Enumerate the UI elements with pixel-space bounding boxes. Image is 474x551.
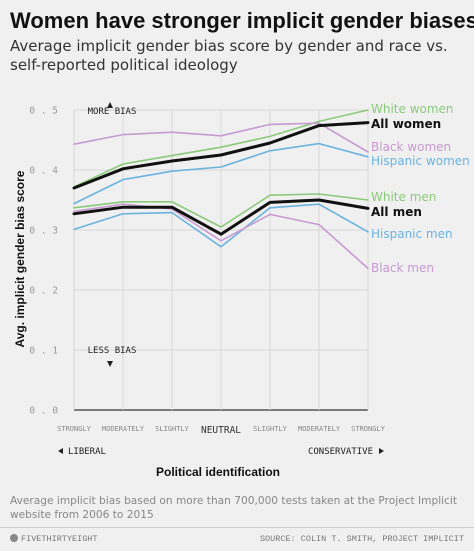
y-tick-label: 0 . 1 — [29, 346, 58, 357]
x-tick-label: NEUTRAL — [201, 425, 241, 436]
brand-name: FIVETHIRTYEIGHT — [21, 534, 98, 544]
x-tick-label: SLIGHTLY — [253, 425, 288, 433]
series-line-black-women — [73, 122, 369, 153]
series-label-hispanic-women: Hispanic women — [371, 154, 470, 168]
series-label-white-men: White men — [371, 190, 436, 204]
x-tick-label: SLIGHTLY — [155, 425, 190, 433]
x-tick-label: STRONGLY — [351, 425, 386, 433]
liberal-label: LIBERAL — [68, 447, 106, 457]
x-tick-label: MODERATELY — [102, 425, 145, 433]
right-arrow-icon — [379, 448, 384, 454]
y-tick-label: 0 . 2 — [29, 286, 58, 297]
line-chart: 0 . 5 0 . 4 0 . 3 0 . 2 0 . 1 0 . 0 STRONGLY M… — [13, 102, 470, 479]
series-label-all-women: All women — [371, 117, 441, 131]
less-bias-label: LESS BIAS — [88, 346, 137, 356]
series-line-hispanic-women — [73, 142, 369, 205]
y-tick-label: 0 . 0 — [29, 406, 58, 417]
x-tick-label: STRONGLY — [57, 425, 92, 433]
y-axis-title: Avg. implicit gender bias score — [13, 170, 27, 347]
series-line-all-men — [72, 198, 370, 236]
conservative-direction: CONSERVATIVE — [308, 447, 384, 457]
conservative-label: CONSERVATIVE — [308, 447, 373, 457]
series-line-white-women — [73, 109, 369, 188]
less-bias-annotation: LESS BIAS — [88, 346, 137, 367]
more-bias-label: MORE BIAS — [88, 107, 137, 117]
left-arrow-icon — [58, 448, 63, 454]
series-label-black-women: Black women — [371, 140, 451, 154]
footer-divider — [0, 527, 474, 528]
footnote: Average implicit bias based on more than… — [10, 495, 458, 521]
down-arrow-icon — [107, 361, 113, 367]
chart-title: Women have stronger implicit gender bias… — [10, 8, 474, 33]
up-arrow-icon — [107, 102, 113, 108]
more-bias-annotation: MORE BIAS — [88, 102, 137, 117]
series-line-black-men — [73, 203, 369, 270]
series-label-all-men: All men — [371, 205, 422, 219]
liberal-direction: LIBERAL — [58, 447, 106, 457]
series-line-all-women — [72, 121, 370, 190]
series-line-hispanic-men — [73, 203, 369, 248]
x-axis-title: Political identification — [156, 465, 280, 479]
y-tick-label: 0 . 4 — [29, 166, 58, 177]
y-tick-label: 0 . 3 — [29, 226, 58, 237]
chart-subtitle: Average implicit gender bias score by ge… — [10, 37, 448, 74]
y-axis-ticks: 0 . 5 0 . 4 0 . 3 0 . 2 0 . 1 0 . 0 — [29, 106, 58, 417]
x-tick-label: MODERATELY — [298, 425, 341, 433]
series-label-hispanic-men: Hispanic men — [371, 227, 453, 241]
y-tick-label: 0 . 5 — [29, 106, 58, 117]
grid-lines — [73, 109, 369, 411]
series-line-white-men — [73, 193, 369, 228]
series-label-white-women: White women — [371, 102, 454, 116]
series-label-black-men: Black men — [371, 261, 434, 275]
fivethirtyeight-logo-icon — [10, 534, 18, 542]
source-credit: SOURCE: COLIN T. SMITH, PROJECT IMPLICIT — [259, 534, 464, 544]
series-lines — [72, 109, 370, 270]
x-axis-ticks: STRONGLY MODERATELY SLIGHTLY NEUTRAL SLIGHTL… — [57, 425, 386, 436]
brand-logo: FIVETHIRTYEIGHT — [10, 534, 98, 544]
